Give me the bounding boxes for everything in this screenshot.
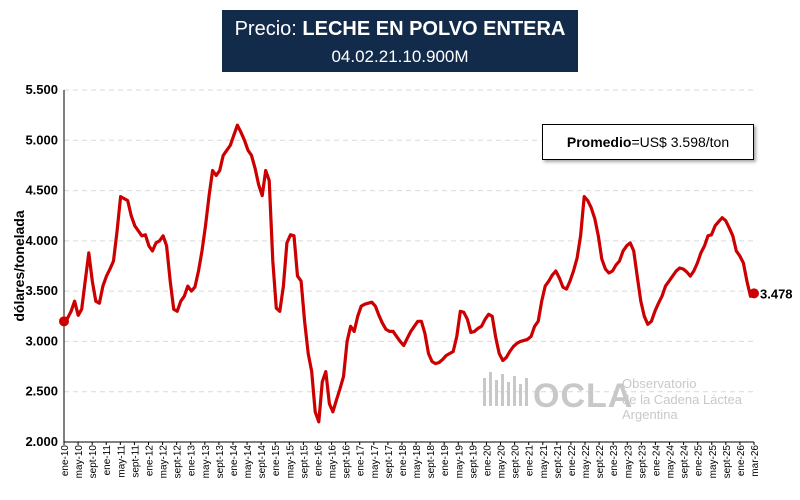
x-tick-label: sept-22 (595, 445, 606, 479)
x-tick-label: sept-11 (130, 445, 141, 478)
x-tick-label: may-22 (581, 445, 592, 479)
series-end-marker (749, 288, 759, 299)
title-product: LECHE EN POLVO ENTERA (302, 18, 566, 40)
x-tick-labels: ene-10 may-10 sept-10 ene-11 may-11 sept-11 en… (60, 442, 761, 478)
watermark-line1: Observatorio (622, 376, 696, 391)
x-tick-label: sept-21 (553, 445, 564, 479)
y-tick-label: 4.500 (25, 183, 58, 198)
last-value-label: 3.478 (760, 286, 793, 301)
title-prefix: Precio: (234, 18, 297, 40)
chart-title: Precio: LECHE EN POLVO ENTERA (222, 18, 578, 41)
x-tick-label: ene-19 (440, 445, 451, 477)
x-tick-label: sept-14 (257, 445, 268, 479)
x-tick-label: may-14 (243, 445, 254, 479)
x-tick-label: may-25 (708, 445, 719, 479)
x-tick-label: may-12 (159, 445, 170, 479)
x-tick-label: ene-15 (271, 445, 282, 477)
x-tick-label: sept-10 (88, 445, 99, 479)
x-tick-label: mar-26 (750, 445, 761, 477)
average-label: Promedio (566, 134, 632, 150)
x-tick-label: sept-19 (468, 445, 479, 479)
x-tick-label: ene-16 (313, 445, 324, 477)
x-tick-label: ene-26 (736, 445, 747, 477)
ocla-logo-icon (483, 372, 528, 406)
x-tick-label: ene-11 (102, 445, 113, 476)
series-line (62, 123, 756, 424)
y-tick-label: 5.000 (25, 132, 58, 147)
x-tick-label: ene-18 (398, 445, 409, 477)
x-tick-label: sept-15 (299, 445, 310, 479)
y-tick-label: 5.500 (25, 82, 58, 97)
x-tick-label: ene-21 (525, 445, 536, 477)
x-tick-label: may-15 (285, 445, 296, 479)
watermark-line3: Argentina (622, 407, 678, 422)
y-tick-label: 2.000 (25, 434, 58, 449)
y-tick-label: 3.500 (25, 283, 58, 298)
y-tick-label: 3.000 (25, 333, 58, 348)
x-tick-label: sept-23 (637, 445, 648, 479)
x-tick-label: may-23 (623, 445, 634, 479)
x-tick-label: sept-13 (215, 445, 226, 479)
x-tick-label: ene-24 (651, 445, 662, 477)
average-value: =US$ 3.598/ton (631, 134, 730, 150)
x-tick-label: sept-24 (680, 445, 691, 479)
y-tick-label: 4.000 (25, 233, 58, 248)
series-group (59, 123, 759, 424)
x-tick-label: ene-13 (187, 445, 198, 477)
x-tick-label: ene-10 (60, 445, 71, 477)
average-annotation: Promedio=US$ 3.598/ton (542, 124, 754, 160)
x-tick-label: ene-23 (609, 445, 620, 477)
x-tick-label: ene-12 (144, 445, 155, 477)
y-tick-label: 2.500 (25, 384, 58, 399)
x-tick-label: may-20 (497, 445, 508, 479)
axes (63, 90, 754, 443)
x-tick-label: ene-20 (482, 445, 493, 477)
x-tick-label: ene-17 (356, 445, 367, 477)
x-tick-label: sept-20 (511, 445, 522, 479)
gridlines (64, 89, 754, 393)
x-tick-label: may-19 (454, 445, 465, 479)
chart-title-box: Precio: LECHE EN POLVO ENTERA 04.02.21.1… (222, 10, 578, 72)
x-tick-label: sept-12 (173, 445, 184, 479)
product-code: 04.02.21.10.900M (331, 47, 469, 66)
x-tick-label: may-18 (412, 445, 423, 479)
y-axis-label: dólares/tonelada (11, 210, 27, 321)
x-tick-label: may-24 (666, 445, 677, 479)
ocla-watermark: OCLA Observatorio de la Cadena Láctea Ar… (483, 372, 743, 422)
x-tick-label: sept-17 (384, 445, 395, 479)
x-tick-label: sept-25 (722, 445, 733, 479)
x-tick-label: ene-22 (567, 445, 578, 477)
x-tick-label: may-10 (74, 445, 85, 479)
x-tick-label: sept-16 (342, 445, 353, 479)
x-tick-label: may-16 (328, 445, 339, 479)
x-tick-label: may-11 (116, 445, 127, 478)
watermark-line2: de la Cadena Láctea (622, 392, 743, 407)
x-tick-label: ene-25 (694, 445, 705, 477)
x-tick-label: sept-18 (426, 445, 437, 479)
x-tick-label: may-17 (370, 445, 381, 479)
x-tick-label: may-13 (201, 445, 212, 479)
watermark-logo-text: OCLA (533, 377, 633, 415)
x-tick-label: may-21 (539, 445, 550, 479)
x-tick-label: ene-14 (229, 445, 240, 477)
series-start-marker (59, 316, 69, 327)
y-tick-labels: 2.000 2.500 3.000 3.500 4.000 4.500 5.000 5.500 (25, 82, 58, 449)
